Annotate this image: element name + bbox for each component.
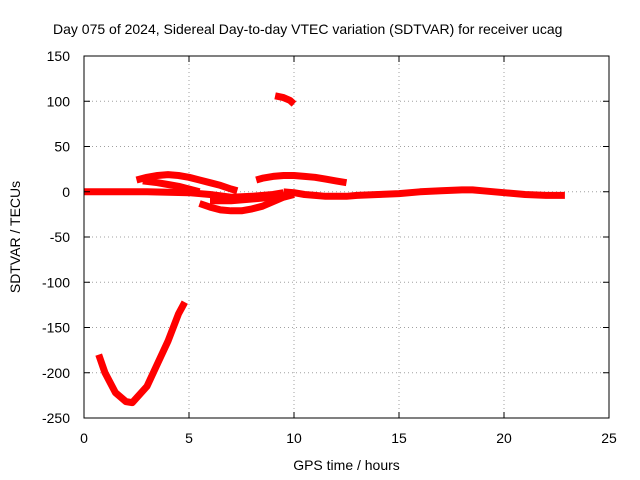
series-arc-8 [274, 92, 297, 107]
data-series [84, 92, 565, 407]
y-tick-label: -100 [42, 274, 70, 290]
series-arc-7 [255, 172, 348, 187]
x-tick-label: 20 [496, 430, 512, 446]
series-arc-5 [198, 191, 295, 215]
y-tick-label: -150 [42, 320, 70, 336]
x-tick-label: 25 [601, 430, 617, 446]
y-tick-label: -200 [42, 365, 70, 381]
series-arc-6 [210, 193, 274, 205]
series-arc-9 [283, 186, 565, 200]
chart-title: Day 075 of 2024, Sidereal Day-to-day VTE… [53, 21, 562, 37]
y-tick-label: -50 [50, 229, 70, 245]
series-arc-2 [95, 300, 188, 407]
x-tick-label: 15 [391, 430, 407, 446]
y-tick-label: -250 [42, 410, 70, 426]
x-axis-label: GPS time / hours [293, 457, 400, 473]
x-tick-label: 5 [185, 430, 193, 446]
x-tick-label: 0 [80, 430, 88, 446]
x-tick-label: 10 [286, 430, 302, 446]
y-tick-label: 50 [54, 139, 70, 155]
series-arc-4 [142, 177, 201, 196]
y-axis-label: SDTVAR / TECUs [7, 181, 23, 293]
y-tick-label: 100 [47, 93, 71, 109]
series-arc-3 [135, 171, 239, 195]
axis-ticks: 0 5 10 15 20 25 -250 -200 -150 -100 -50 0 50 100 150 [42, 48, 617, 446]
y-tick-label: 0 [62, 184, 70, 200]
y-tick-label: 150 [47, 48, 71, 64]
grid [84, 56, 609, 418]
